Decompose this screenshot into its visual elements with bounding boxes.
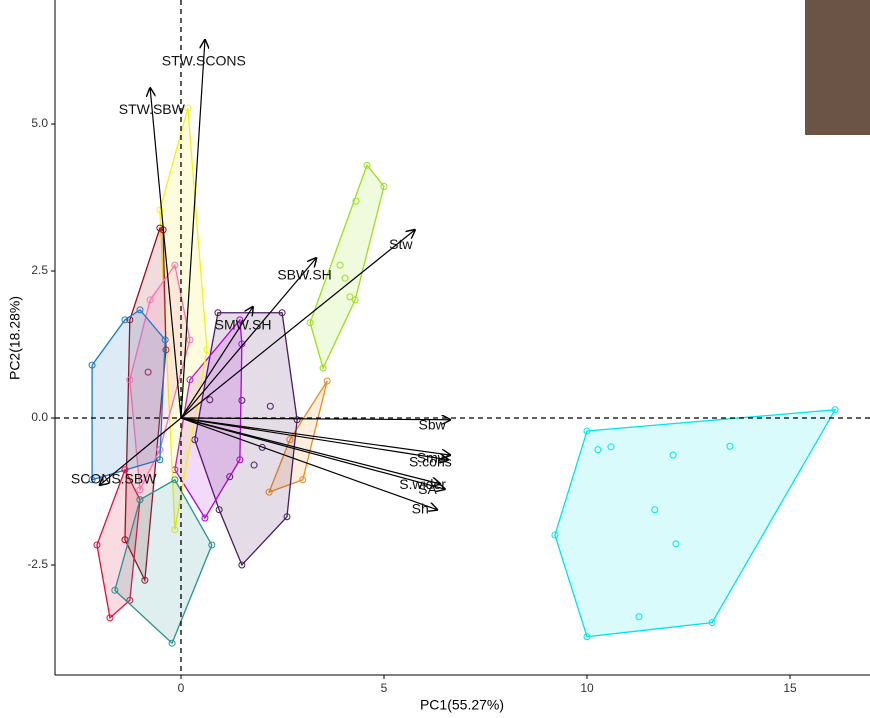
loading-label: S.cons: [409, 454, 452, 470]
chart: PC1(55.27%) PC2(18.28%) 0 5 10 15 -2.5 0.0 2.5…: [0, 0, 870, 718]
loading-label: STW.SCONS: [162, 53, 246, 69]
photo-inset: [805, 0, 870, 135]
loading-label: STW.SBW: [119, 101, 186, 117]
y-tick-label: 2.5: [31, 263, 48, 277]
loading-label: Sbw: [419, 416, 447, 432]
loading-label: SCONS.SBW: [71, 470, 157, 486]
y-axis-title: PC2(18.28%): [7, 296, 23, 380]
loading-label: SA: [418, 481, 437, 497]
x-axis-title: PC1(55.27%): [420, 697, 504, 713]
y-tick-label: -2.5: [27, 557, 48, 571]
loading-label: Sh: [412, 500, 429, 516]
y-tick-label: 0.0: [31, 410, 48, 424]
loading-label: Stw: [389, 236, 413, 252]
group-hull: [92, 310, 165, 480]
x-tick-label: 0: [178, 681, 185, 695]
group-hull: [555, 410, 835, 637]
y-tick-label: 5.0: [31, 116, 48, 130]
loading-label: SBW.SH: [277, 267, 331, 283]
x-tick-label: 15: [783, 681, 797, 695]
x-tick-label: 10: [580, 681, 594, 695]
loading-label: SMW.SH: [215, 317, 272, 333]
x-tick-label: 5: [381, 681, 388, 695]
